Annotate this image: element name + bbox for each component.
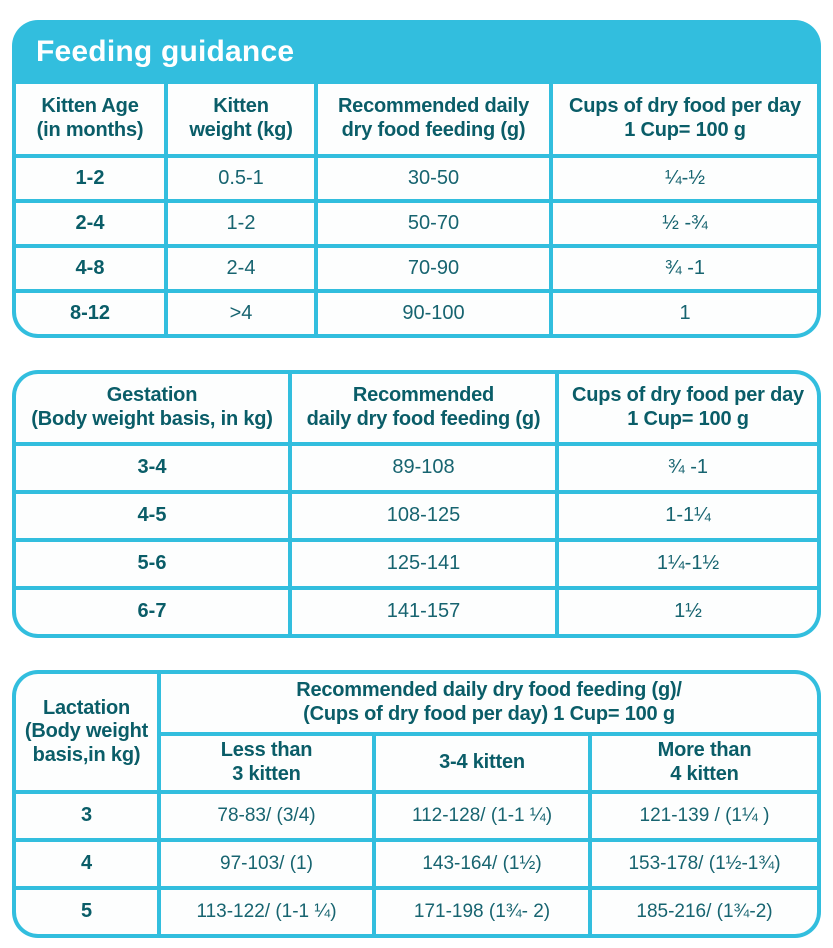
table-cell: 3 — [16, 794, 157, 838]
table-cell: 78-83/ (3/4) — [161, 794, 372, 838]
table-cell: 143-164/ (1½) — [376, 842, 588, 886]
table-cell: 121-139 / (1¼ ) — [592, 794, 817, 838]
lactation-grid: Lactation (Body weight basis,in kg) Reco… — [12, 670, 821, 938]
header-gestation: Gestation (Body weight basis, in kg) — [16, 374, 288, 442]
table-cell: 108-125 — [292, 494, 555, 538]
lactation-table: Lactation (Body weight basis,in kg) Reco… — [12, 670, 821, 938]
page-title: Feeding guidance — [36, 35, 295, 68]
header-daily-feeding: Recommended daily dry food feeding (g) — [292, 374, 555, 442]
gestation-table: Gestation (Body weight basis, in kg) Rec… — [12, 370, 821, 638]
header-cups-per-day: Cups of dry food per day 1 Cup= 100 g — [553, 84, 817, 154]
table-cell: 1-2 — [16, 158, 164, 199]
table-cell: 2-4 — [16, 203, 164, 244]
header-kitten-weight: Kitten weight (kg) — [168, 84, 314, 154]
table-cell: 50-70 — [318, 203, 549, 244]
table-cell: 8-12 — [16, 293, 164, 334]
table-cell: 1-1¼ — [559, 494, 817, 538]
table-cell: 97-103/ (1) — [161, 842, 372, 886]
table-cell: 3-4 — [16, 446, 288, 490]
table-cell: 4-8 — [16, 248, 164, 289]
table-cell: 90-100 — [318, 293, 549, 334]
header-kitten-age: Kitten Age (in months) — [16, 84, 164, 154]
header-daily-feeding: Recommended daily dry food feeding (g) — [318, 84, 549, 154]
table-cell: 5-6 — [16, 542, 288, 586]
table-cell: 0.5-1 — [168, 158, 314, 199]
table-cell: 5 — [16, 890, 157, 934]
table-cell: ¾ -1 — [559, 446, 817, 490]
gestation-grid: Gestation (Body weight basis, in kg) Rec… — [12, 370, 821, 638]
header-daily-feeding-cups: Recommended daily dry food feeding (g)/ … — [161, 674, 817, 732]
table-cell: 2-4 — [168, 248, 314, 289]
header-lactation: Lactation (Body weight basis,in kg) — [16, 674, 157, 790]
table-cell: 171-198 (1¾- 2) — [376, 890, 588, 934]
table-cell: 89-108 — [292, 446, 555, 490]
table-cell: 125-141 — [292, 542, 555, 586]
table-cell: >4 — [168, 293, 314, 334]
table-cell: 153-178/ (1½-1¾) — [592, 842, 817, 886]
table-cell: 1-2 — [168, 203, 314, 244]
header-3-4-kitten: 3-4 kitten — [376, 736, 588, 790]
header-more-than-4-kitten: More than 4 kitten — [592, 736, 817, 790]
header-less-than-3-kitten: Less than 3 kitten — [161, 736, 372, 790]
table-cell: 4-5 — [16, 494, 288, 538]
header-cups-per-day: Cups of dry food per day 1 Cup= 100 g — [559, 374, 817, 442]
table-cell: 30-50 — [318, 158, 549, 199]
table-cell: 1¼-1½ — [559, 542, 817, 586]
table-cell: 6-7 — [16, 590, 288, 634]
table-cell: 113-122/ (1-1 ¼) — [161, 890, 372, 934]
table-cell: ½ -¾ — [553, 203, 817, 244]
table-cell: 1½ — [559, 590, 817, 634]
table-cell: ¼-½ — [553, 158, 817, 199]
kitten-feeding-table: Feeding guidance Kitten Age (in months) … — [12, 20, 821, 338]
kitten-feeding-grid: Feeding guidance Kitten Age (in months) … — [12, 20, 821, 338]
table-cell: 4 — [16, 842, 157, 886]
table-cell: 141-157 — [292, 590, 555, 634]
table-cell: ¾ -1 — [553, 248, 817, 289]
table-cell: 70-90 — [318, 248, 549, 289]
table-cell: 1 — [553, 293, 817, 334]
table-cell: 112-128/ (1-1 ¼) — [376, 794, 588, 838]
table-cell: 185-216/ (1¾-2) — [592, 890, 817, 934]
